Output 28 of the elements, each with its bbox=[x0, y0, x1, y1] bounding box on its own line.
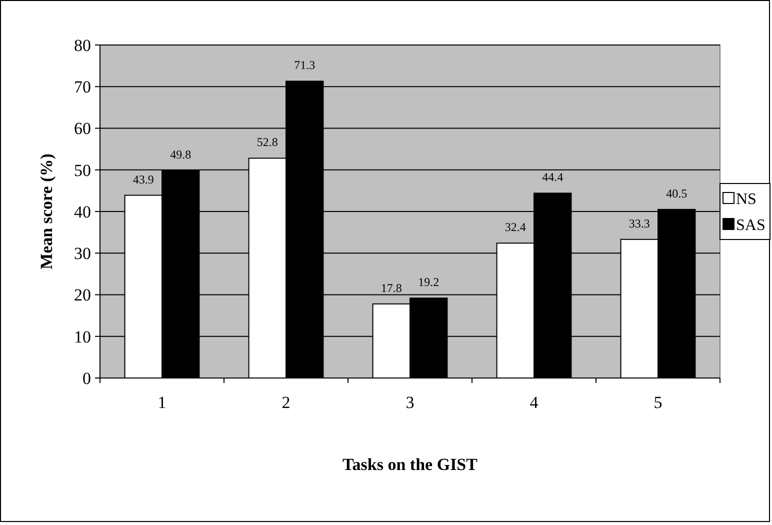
y-axis-title: Mean score (%) bbox=[37, 154, 56, 270]
data-label: 71.3 bbox=[294, 58, 316, 72]
data-label: 44.4 bbox=[542, 170, 564, 184]
data-label: 40.5 bbox=[666, 186, 688, 200]
data-label: 17.8 bbox=[380, 280, 402, 295]
x-tick-label: 5 bbox=[654, 393, 662, 412]
y-tick-label: 70 bbox=[74, 78, 91, 97]
y-tick-label: 40 bbox=[74, 202, 91, 222]
y-tick-label: 20 bbox=[74, 286, 91, 305]
y-tick-label: 80 bbox=[74, 36, 91, 55]
data-label: 49.8 bbox=[170, 148, 192, 162]
x-axis-title: Tasks on the GIST bbox=[342, 455, 478, 474]
y-tick-label: 0 bbox=[82, 368, 91, 388]
legend-label: NS bbox=[736, 191, 756, 208]
y-tick-label: 30 bbox=[74, 244, 91, 264]
data-label: 32.4 bbox=[504, 220, 526, 234]
data-label: 33.3 bbox=[628, 216, 650, 230]
x-tick-label: 3 bbox=[406, 393, 414, 412]
y-tick-label: 60 bbox=[74, 119, 91, 138]
y-tick-label: 50 bbox=[74, 160, 91, 180]
x-tick-label: 1 bbox=[158, 393, 166, 412]
x-tick-label: 2 bbox=[282, 393, 290, 412]
data-label: 43.9 bbox=[132, 172, 154, 186]
x-tick-label: 4 bbox=[530, 393, 539, 412]
data-label: 19.2 bbox=[418, 275, 440, 290]
data-label: 52.8 bbox=[256, 135, 278, 150]
y-tick-label: 10 bbox=[74, 327, 91, 346]
legend-label: SAS bbox=[736, 217, 766, 234]
